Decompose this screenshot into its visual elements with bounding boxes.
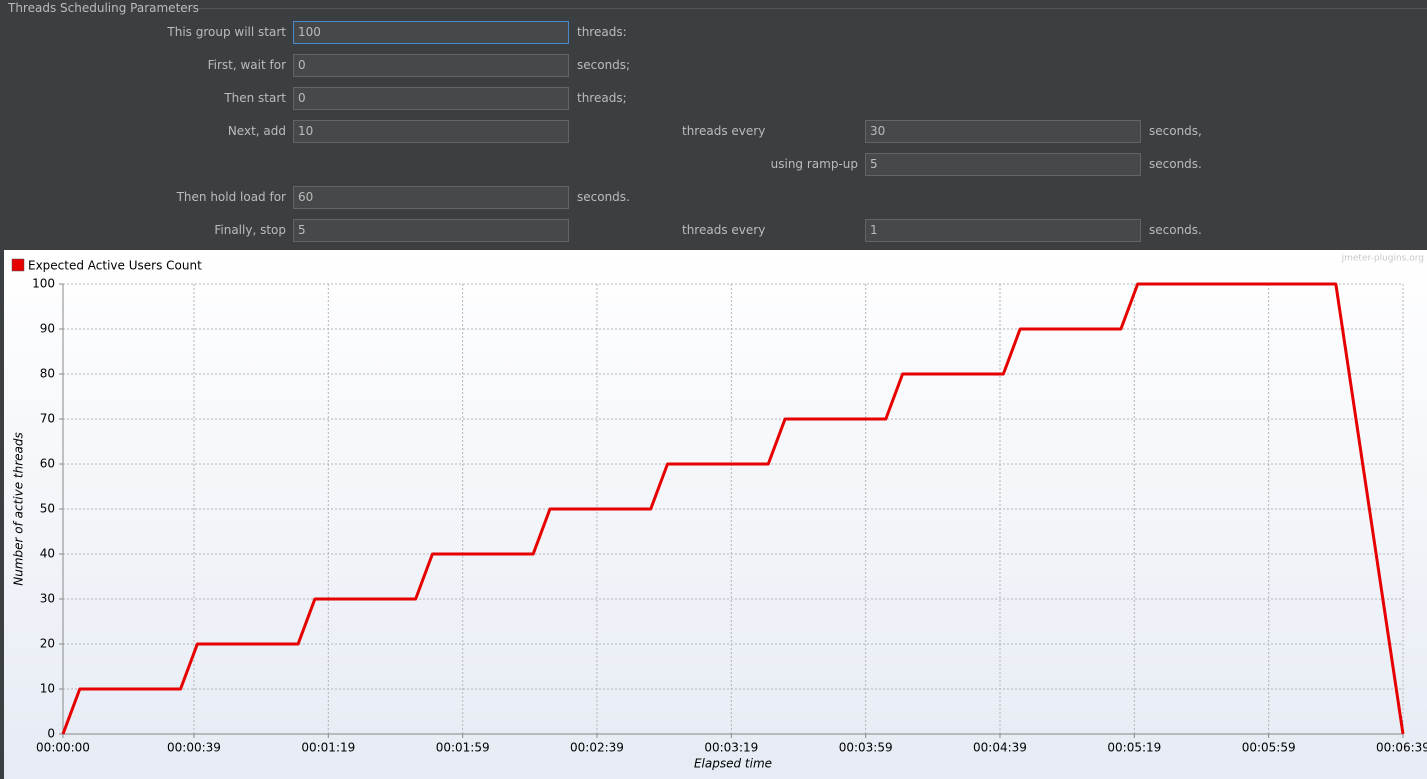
text-input[interactable]: 100 bbox=[293, 21, 569, 44]
field-label: Then hold load for bbox=[176, 190, 286, 204]
unit-label: seconds. bbox=[1149, 223, 1202, 237]
y-axis-label: Number of active threads bbox=[12, 432, 26, 586]
x-tick-label: 00:06:39 bbox=[1376, 741, 1427, 755]
y-tick-label: 90 bbox=[40, 322, 55, 336]
unit-label: seconds; bbox=[577, 58, 631, 72]
text-input[interactable]: 0 bbox=[293, 87, 569, 110]
x-tick-label: 00:01:19 bbox=[301, 741, 355, 755]
chart-background bbox=[4, 250, 1427, 779]
field-label: Finally, stop bbox=[214, 223, 286, 237]
y-tick-label: 80 bbox=[40, 367, 55, 381]
unit-label: seconds, bbox=[1149, 124, 1202, 138]
x-tick-label: 00:01:59 bbox=[436, 741, 490, 755]
y-tick-label: 70 bbox=[40, 412, 55, 426]
x-axis-label: Elapsed time bbox=[694, 757, 772, 771]
field-label: Next, add bbox=[227, 124, 286, 138]
x-tick-label: 00:02:39 bbox=[570, 741, 624, 755]
y-tick-label: 10 bbox=[40, 682, 55, 696]
text-input[interactable]: 0 bbox=[293, 54, 569, 77]
y-tick-label: 100 bbox=[32, 277, 55, 291]
legend-label: Expected Active Users Count bbox=[28, 259, 202, 273]
text-input[interactable]: 5 bbox=[865, 153, 1141, 176]
text-input[interactable]: 1 bbox=[865, 219, 1141, 242]
legend-swatch bbox=[11, 258, 25, 272]
field-label: threads every bbox=[682, 223, 766, 237]
field-label: This group will start bbox=[167, 25, 286, 39]
y-tick-label: 0 bbox=[47, 727, 55, 741]
panel-title: Threads Scheduling Parameters bbox=[8, 1, 199, 15]
y-tick-label: 60 bbox=[40, 457, 55, 471]
unit-label: seconds. bbox=[1149, 157, 1202, 171]
unit-label: seconds. bbox=[577, 190, 630, 204]
y-tick-label: 50 bbox=[40, 502, 55, 516]
y-tick-label: 20 bbox=[40, 637, 55, 651]
field-label: Then start bbox=[224, 91, 286, 105]
scheduling-panel: Threads Scheduling Parameters This group… bbox=[0, 0, 1427, 248]
x-tick-label: 00:04:39 bbox=[973, 741, 1027, 755]
chart: 0 10 20 30 40 50 60 70 80 90 100 00:00:00 00:00:39 00… bbox=[4, 250, 1427, 779]
separator bbox=[178, 8, 1427, 9]
text-input[interactable]: 10 bbox=[293, 120, 569, 143]
y-tick-label: 30 bbox=[40, 592, 55, 606]
text-input[interactable]: 60 bbox=[293, 186, 569, 209]
field-label: using ramp-up bbox=[770, 157, 858, 171]
field-label: First, wait for bbox=[207, 58, 286, 72]
x-tick-label: 00:03:59 bbox=[839, 741, 893, 755]
unit-label: threads; bbox=[577, 91, 627, 105]
watermark: jmeter-plugins.org bbox=[1341, 254, 1424, 264]
x-tick-label: 00:05:19 bbox=[1107, 741, 1161, 755]
line-series bbox=[61, 282, 1405, 735]
y-tick-label: 40 bbox=[40, 547, 55, 561]
text-input[interactable]: 30 bbox=[865, 120, 1141, 143]
x-tick-label: 00:03:19 bbox=[704, 741, 758, 755]
x-tick-label: 00:00:00 bbox=[36, 741, 90, 755]
x-tick-label: 00:05:59 bbox=[1242, 741, 1296, 755]
text-input[interactable]: 5 bbox=[293, 219, 569, 242]
x-tick-label: 00:00:39 bbox=[167, 741, 221, 755]
field-label: threads every bbox=[682, 124, 766, 138]
unit-label: threads: bbox=[577, 25, 627, 39]
